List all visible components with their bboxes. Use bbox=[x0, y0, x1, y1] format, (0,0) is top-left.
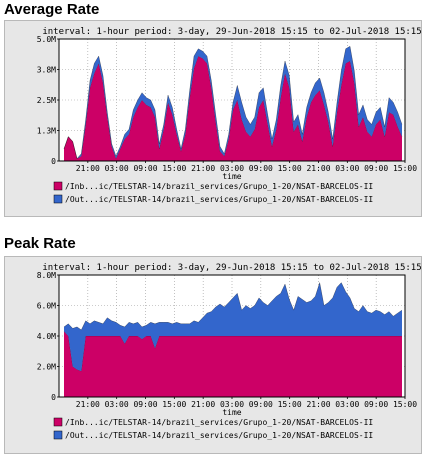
x-tick-label: 15:00 bbox=[393, 164, 417, 173]
series-area-inbound bbox=[64, 56, 402, 161]
y-tick-label: 4.0M bbox=[37, 332, 56, 341]
x-tick-label: 15:00 bbox=[278, 164, 302, 173]
x-axis-label: time bbox=[222, 172, 241, 181]
y-tick-label: 3.8M bbox=[37, 66, 56, 75]
series-area-inbound bbox=[64, 331, 402, 397]
plot-border bbox=[58, 274, 406, 398]
series-outline bbox=[63, 282, 403, 331]
x-tick-label: 03:00 bbox=[335, 164, 359, 173]
chart-info: interval: 1-hour period: 3-day, 29-Jun-2… bbox=[42, 27, 421, 37]
x-tick-label: 15:00 bbox=[278, 400, 302, 409]
x-tick-label: 21:00 bbox=[306, 164, 330, 173]
peak-rate-title: Peak Rate bbox=[4, 235, 76, 252]
x-tick-label: 09:00 bbox=[133, 164, 157, 173]
x-tick-label: 03:00 bbox=[220, 164, 244, 173]
x-tick-label: 03:00 bbox=[335, 400, 359, 409]
x-axis-label: time bbox=[222, 408, 241, 417]
average-rate-title: Average Rate bbox=[4, 1, 100, 18]
legend-swatch bbox=[53, 194, 63, 204]
y-tick-label: 2.5M bbox=[37, 96, 56, 105]
average-rate-panel: interval: 1-hour period: 3-day, 29-Jun-2… bbox=[4, 20, 422, 217]
legend-label: /Out...ic/TELSTAR-14/brazil_services/Gru… bbox=[65, 431, 373, 440]
y-tick-label: 5.0M bbox=[37, 35, 56, 44]
legend-swatch bbox=[53, 181, 63, 191]
x-tick-label: 21:00 bbox=[76, 400, 100, 409]
peak-rate-chart: interval: 1-hour period: 3-day, 29-Jun-2… bbox=[37, 263, 422, 440]
plot-border bbox=[58, 38, 406, 162]
x-tick-label: 21:00 bbox=[306, 400, 330, 409]
x-tick-label: 09:00 bbox=[249, 164, 273, 173]
peak-rate-panel: interval: 1-hour period: 3-day, 29-Jun-2… bbox=[4, 256, 422, 454]
y-tick-label: 1.3M bbox=[37, 127, 56, 136]
x-tick-label: 03:00 bbox=[105, 400, 129, 409]
x-tick-label: 03:00 bbox=[220, 400, 244, 409]
x-tick-label: 15:00 bbox=[162, 400, 186, 409]
legend-swatch bbox=[53, 417, 63, 427]
legend-swatch bbox=[53, 430, 63, 440]
x-tick-label: 15:00 bbox=[162, 164, 186, 173]
y-tick-label: 0 bbox=[51, 157, 56, 166]
x-tick-label: 21:00 bbox=[191, 164, 215, 173]
y-tick-label: 6.0M bbox=[37, 302, 56, 311]
x-tick-label: 21:00 bbox=[76, 164, 100, 173]
y-tick-label: 8.0M bbox=[37, 271, 56, 280]
legend-label: /Inb...ic/TELSTAR-14/brazil_services/Gru… bbox=[65, 418, 373, 427]
y-tick-label: 2.0M bbox=[37, 363, 56, 372]
x-tick-label: 09:00 bbox=[133, 400, 157, 409]
series-area-outbound bbox=[64, 282, 402, 372]
x-tick-label: 09:00 bbox=[364, 400, 388, 409]
average-rate-chart: interval: 1-hour period: 3-day, 29-Jun-2… bbox=[37, 27, 422, 204]
x-tick-label: 09:00 bbox=[364, 164, 388, 173]
x-tick-label: 09:00 bbox=[249, 400, 273, 409]
series-outline bbox=[63, 45, 403, 160]
x-tick-label: 03:00 bbox=[105, 164, 129, 173]
chart-info: interval: 1-hour period: 3-day, 29-Jun-2… bbox=[42, 263, 421, 273]
x-tick-label: 21:00 bbox=[191, 400, 215, 409]
legend-label: /Inb...ic/TELSTAR-14/brazil_services/Gru… bbox=[65, 182, 373, 191]
y-tick-label: 0 bbox=[51, 393, 56, 402]
legend-label: /Out...ic/TELSTAR-14/brazil_services/Gru… bbox=[65, 195, 373, 204]
x-tick-label: 15:00 bbox=[393, 400, 417, 409]
